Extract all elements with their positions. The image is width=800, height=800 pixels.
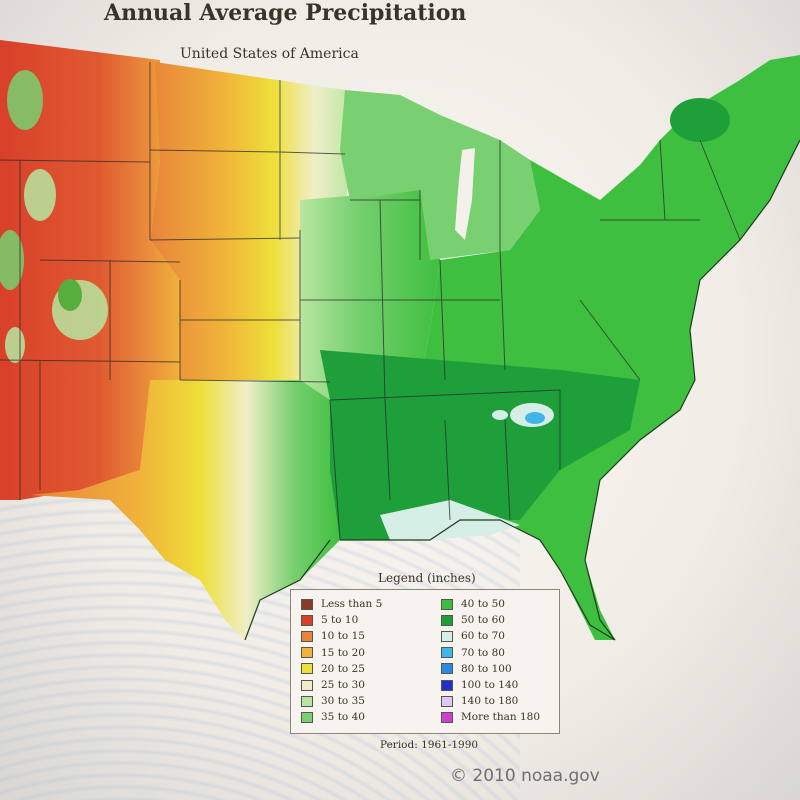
legend-label: 100 to 140 bbox=[461, 679, 519, 692]
legend-label: 10 to 15 bbox=[321, 630, 365, 643]
legend-label: 30 to 35 bbox=[321, 695, 365, 708]
legend-swatch bbox=[441, 663, 453, 675]
legend-item: 20 to 25 bbox=[301, 661, 382, 677]
legend-swatch bbox=[441, 711, 453, 723]
mountain-wet-areas bbox=[0, 70, 108, 363]
legend-item: Less than 5 bbox=[301, 596, 382, 612]
legend-swatch bbox=[301, 711, 313, 723]
legend-item: 5 to 10 bbox=[301, 612, 382, 628]
map-subtitle: United States of America bbox=[180, 46, 359, 62]
legend-swatch bbox=[301, 598, 313, 610]
legend-label: 40 to 50 bbox=[461, 598, 505, 611]
legend-swatch bbox=[441, 695, 453, 707]
legend-label: 15 to 20 bbox=[321, 646, 365, 659]
legend-swatch bbox=[441, 630, 453, 642]
state-borders bbox=[0, 62, 741, 541]
country-outline bbox=[244, 139, 800, 641]
region-florida bbox=[540, 540, 615, 640]
legend-swatch bbox=[441, 614, 453, 626]
region-texas bbox=[30, 380, 340, 640]
region-mountain-west bbox=[0, 40, 180, 500]
legend-swatch bbox=[441, 679, 453, 691]
legend-label: 60 to 70 bbox=[461, 630, 505, 643]
legend-swatch bbox=[441, 598, 453, 610]
legend-item: 10 to 15 bbox=[301, 628, 382, 644]
legend-swatch bbox=[441, 647, 453, 659]
legend-label: Less than 5 bbox=[321, 598, 383, 611]
legend-column-right: 40 to 50 50 to 60 60 to 70 70 to 80 80 to 10… bbox=[441, 596, 540, 726]
legend-label: 25 to 30 bbox=[321, 679, 365, 692]
legend-label: 35 to 40 bbox=[321, 711, 365, 724]
legend-label: 140 to 180 bbox=[461, 695, 519, 708]
legend-item: 80 to 100 bbox=[441, 661, 540, 677]
legend-box: Less than 5 5 to 10 10 to 15 15 to 20 20 to … bbox=[290, 589, 560, 734]
legend-label: 50 to 60 bbox=[461, 614, 505, 627]
legend-swatch bbox=[301, 647, 313, 659]
period-label: Period: 1961-1990 bbox=[380, 739, 479, 751]
map-title: Annual Average Precipitation bbox=[104, 0, 467, 26]
legend-item: 15 to 20 bbox=[301, 645, 382, 661]
legend-label: 20 to 25 bbox=[321, 662, 365, 675]
legend-item: 60 to 70 bbox=[441, 628, 540, 644]
legend-label: 5 to 10 bbox=[321, 614, 359, 627]
credit-text: © 2010 noaa.gov bbox=[450, 766, 600, 786]
legend-swatch bbox=[301, 695, 313, 707]
lake-michigan bbox=[455, 148, 475, 240]
region-plains bbox=[150, 62, 355, 380]
legend-title: Legend (inches) bbox=[378, 571, 476, 585]
legend-item: 30 to 35 bbox=[301, 693, 382, 709]
legend-swatch bbox=[301, 614, 313, 626]
legend-item: 25 to 30 bbox=[301, 677, 382, 693]
legend-label: 80 to 100 bbox=[461, 662, 512, 675]
legend-label: 70 to 80 bbox=[461, 646, 505, 659]
region-midwest bbox=[300, 190, 440, 400]
legend-item: 70 to 80 bbox=[441, 645, 540, 661]
legend-item: 40 to 50 bbox=[441, 596, 540, 612]
appalachian-wet-areas bbox=[492, 98, 730, 427]
legend-swatch bbox=[301, 679, 313, 691]
legend-swatch bbox=[301, 663, 313, 675]
legend-swatch bbox=[301, 630, 313, 642]
region-great-lakes bbox=[340, 90, 540, 260]
precipitation-map bbox=[0, 40, 800, 641]
legend-item: 100 to 140 bbox=[441, 677, 540, 693]
legend-item: 35 to 40 bbox=[301, 709, 382, 725]
legend-item: 50 to 60 bbox=[441, 612, 540, 628]
legend-label: More than 180 bbox=[461, 711, 541, 724]
legend-item: More than 180 bbox=[441, 709, 540, 725]
legend-item: 140 to 180 bbox=[441, 693, 540, 709]
legend-column-left: Less than 5 5 to 10 10 to 15 15 to 20 20 to … bbox=[301, 596, 382, 726]
